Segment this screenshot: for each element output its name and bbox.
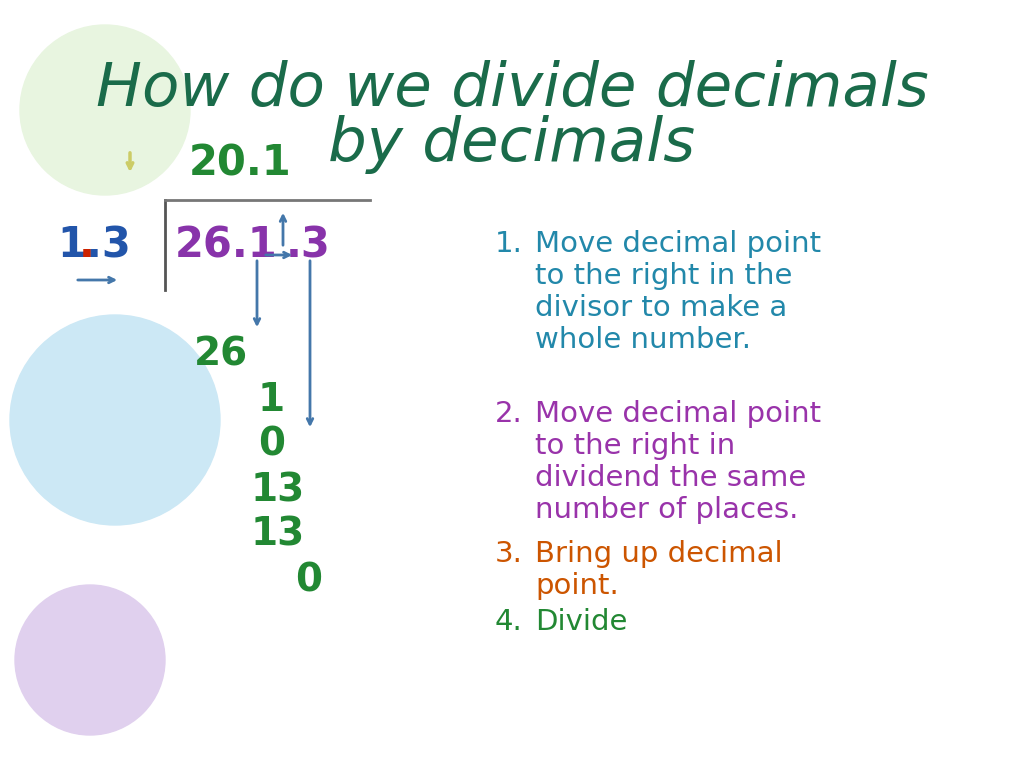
Text: 1.: 1. [495,230,523,258]
Text: 13: 13 [251,471,305,509]
Text: 13: 13 [251,516,305,554]
Text: Divide: Divide [535,608,628,636]
Text: to the right in the: to the right in the [535,262,793,290]
Text: 4.: 4. [495,608,522,636]
Text: How do we divide decimals: How do we divide decimals [95,60,929,119]
Text: 3.: 3. [495,540,523,568]
Text: dividend the same: dividend the same [535,464,806,492]
Text: 2.: 2. [495,400,522,428]
Text: point.: point. [535,572,618,600]
Text: Move decimal point: Move decimal point [535,230,821,258]
Text: 1: 1 [258,381,285,419]
Text: Move decimal point: Move decimal point [535,400,821,428]
Text: .3: .3 [286,224,331,266]
Circle shape [20,25,190,195]
Text: to the right in: to the right in [535,432,735,460]
Circle shape [10,315,220,525]
Text: 26.1: 26.1 [175,224,278,266]
Text: divisor to make a: divisor to make a [535,294,787,322]
Text: 26: 26 [194,336,248,374]
Text: number of places.: number of places. [535,496,799,524]
Text: Bring up decimal: Bring up decimal [535,540,782,568]
Text: 20.1: 20.1 [188,143,292,185]
Text: 0: 0 [258,426,285,464]
Text: by decimals: by decimals [329,115,695,174]
Text: 0: 0 [295,561,322,599]
Text: whole number.: whole number. [535,326,751,354]
Text: 1.3: 1.3 [57,224,131,266]
Circle shape [15,585,165,735]
Text: .: . [79,224,95,266]
